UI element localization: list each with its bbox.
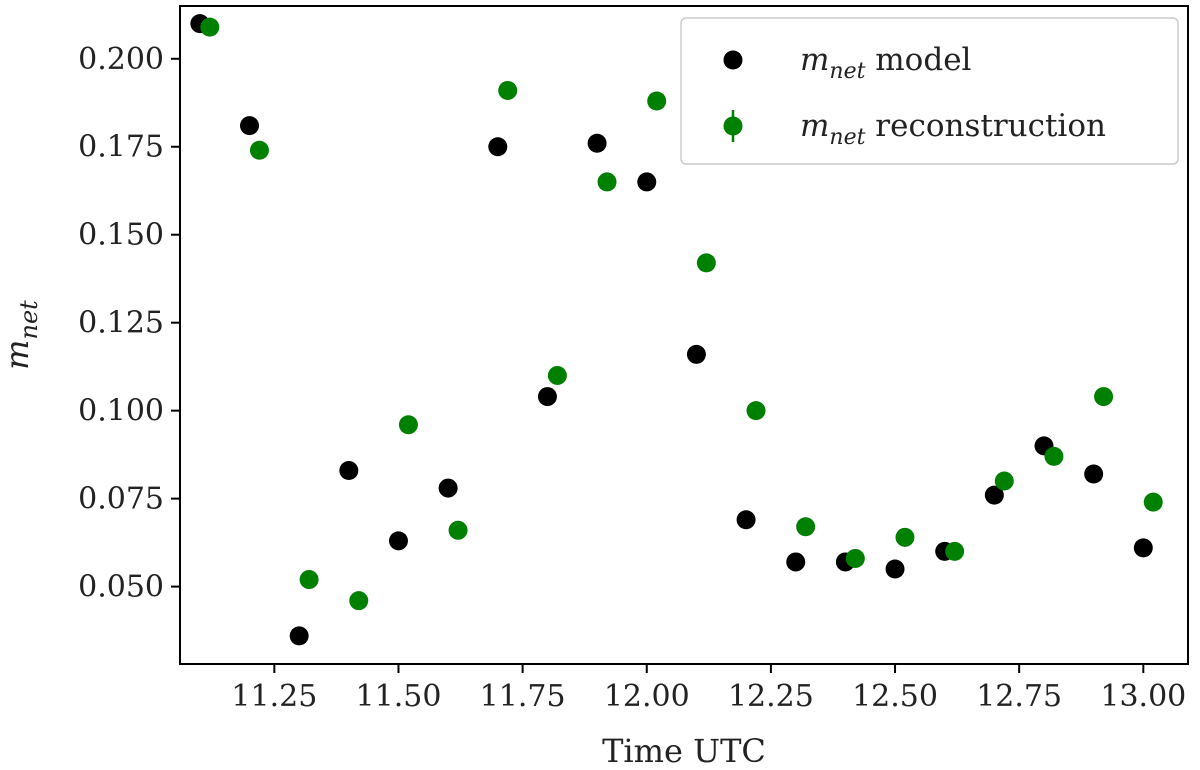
legend-reconstruction-base: m: [800, 108, 829, 144]
reconstruction-point: [1044, 446, 1064, 466]
reconstruction-point: [200, 17, 220, 37]
model-point: [1084, 464, 1104, 484]
reconstruction-point: [299, 570, 319, 590]
x-tick-label: 13.00: [1100, 679, 1186, 714]
model-point: [388, 531, 408, 551]
legend-entry-reconstruction: mnet reconstruction: [800, 108, 1106, 150]
reconstruction-point: [895, 527, 915, 547]
legend-entry-model: mnet model: [800, 42, 971, 84]
model-point: [984, 485, 1004, 505]
reconstruction-point: [597, 172, 617, 192]
x-tick-label: 12.25: [728, 679, 814, 714]
legend-model-subscript: net: [829, 59, 865, 84]
x-tick-label: 11.25: [231, 679, 317, 714]
model-point: [885, 559, 905, 579]
legend-reconstruction-subscript: net: [829, 125, 865, 150]
model-point: [289, 626, 309, 646]
y-axis-label-subscript: net: [15, 300, 43, 340]
legend-box: [680, 17, 1179, 165]
y-axis-label: mnet: [0, 300, 43, 370]
legend-model-base: m: [800, 42, 829, 78]
model-point: [240, 116, 260, 136]
legend-marker-model: [723, 50, 743, 70]
model-point: [488, 137, 508, 157]
model-point: [786, 552, 806, 572]
y-tick-label: 0.175: [78, 130, 164, 165]
axis-ticks: 11.25 11.50 11.75 12.00 12.25 12.50 12.75 13.00…: [78, 42, 1186, 714]
y-tick-label: 0.125: [78, 306, 164, 341]
model-point: [637, 172, 657, 192]
reconstruction-point: [498, 80, 518, 100]
reconstruction-point: [796, 517, 816, 537]
reconstruction-point: [1094, 387, 1114, 407]
reconstruction-point: [448, 520, 468, 540]
y-tick-label: 0.050: [78, 570, 164, 605]
y-tick-label: 0.150: [78, 218, 164, 253]
reconstruction-point: [547, 365, 567, 385]
reconstruction-point: [1143, 492, 1163, 512]
reconstruction-point: [994, 471, 1014, 491]
reconstruction-point: [398, 415, 418, 435]
model-point: [736, 510, 756, 530]
x-tick-label: 12.50: [852, 679, 938, 714]
x-tick-label: 12.75: [976, 679, 1062, 714]
model-point: [587, 133, 607, 153]
x-tick-label: 11.50: [356, 679, 442, 714]
reconstruction-point: [249, 140, 269, 160]
reconstruction-point: [349, 591, 369, 611]
x-tick-label: 11.75: [480, 679, 566, 714]
legend-reconstruction-text: reconstruction: [865, 108, 1106, 144]
reconstruction-point: [647, 91, 667, 111]
y-tick-label: 0.200: [78, 42, 164, 77]
y-tick-label: 0.100: [78, 394, 164, 429]
legend: mnet model mnet reconstruction: [680, 17, 1179, 165]
reconstruction-point: [746, 401, 766, 421]
x-axis-label: Time UTC: [602, 732, 766, 770]
y-tick-label: 0.075: [78, 482, 164, 517]
y-axis-label-base: m: [0, 339, 36, 369]
model-point: [438, 478, 458, 498]
data-points: [190, 14, 1163, 646]
reconstruction-point: [696, 253, 716, 273]
model-point: [686, 344, 706, 364]
model-point: [537, 387, 557, 407]
model-point: [1133, 538, 1153, 558]
reconstruction-point: [945, 541, 965, 561]
series-model: [190, 14, 1153, 646]
series-reconstruction: [200, 17, 1163, 611]
legend-model-text: model: [865, 42, 971, 78]
axes-frame: [179, 5, 1189, 665]
model-point: [339, 460, 359, 480]
reconstruction-point: [845, 548, 865, 568]
x-tick-label: 12.00: [604, 679, 690, 714]
legend-marker-reconstruction: [723, 116, 743, 136]
